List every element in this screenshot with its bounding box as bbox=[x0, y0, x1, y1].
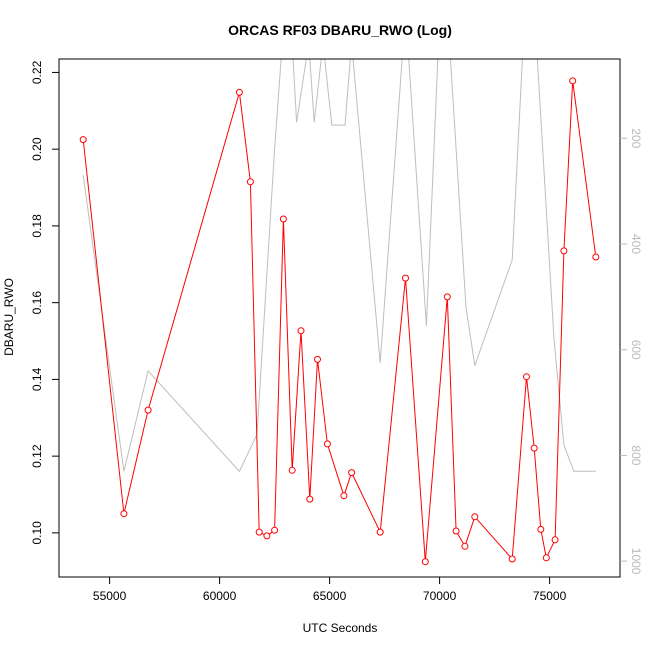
data-point bbox=[530, 444, 538, 452]
data-point bbox=[551, 536, 559, 544]
data-point bbox=[79, 136, 87, 144]
data-point bbox=[452, 527, 460, 535]
data-point bbox=[271, 526, 279, 534]
y-tick-label: 0.22 bbox=[30, 60, 44, 84]
data-point bbox=[314, 355, 321, 363]
plot-frame bbox=[58, 58, 621, 578]
y-tick-label: 0.18 bbox=[30, 214, 44, 238]
primary-series-layer bbox=[79, 77, 600, 566]
x-tick-label: 60000 bbox=[203, 589, 237, 603]
data-point bbox=[508, 555, 516, 563]
data-point bbox=[471, 513, 479, 521]
data-point bbox=[376, 528, 384, 536]
data-point bbox=[323, 440, 331, 448]
y-tick-label: 0.10 bbox=[30, 521, 44, 545]
data-point bbox=[340, 492, 348, 500]
data-point bbox=[246, 178, 254, 186]
x-axis-label: UTC Seconds bbox=[303, 621, 378, 635]
data-point bbox=[288, 466, 296, 474]
data-point bbox=[297, 327, 305, 335]
data-point bbox=[348, 469, 356, 477]
y2-tick-label: 400 bbox=[629, 234, 643, 254]
x-tick-label: 55000 bbox=[93, 589, 127, 603]
data-point bbox=[279, 215, 287, 223]
y-axis-label: DBARU_RWO bbox=[2, 278, 16, 356]
secondary-series-line bbox=[82, 59, 596, 473]
primary-series-line bbox=[82, 80, 597, 562]
x-tick-label: 75000 bbox=[533, 589, 567, 603]
y2-tick-label: 600 bbox=[629, 340, 643, 360]
data-point bbox=[542, 554, 550, 562]
data-point bbox=[523, 373, 530, 381]
data-point bbox=[144, 406, 152, 414]
data-point bbox=[592, 253, 600, 261]
axes-layer: 55000 60000 65000 70000 75000 0.10 0.12 0.14 0.1… bbox=[30, 58, 643, 603]
y-tick-label: 0.20 bbox=[30, 137, 44, 161]
data-point bbox=[443, 293, 451, 301]
secondary-series-layer bbox=[82, 59, 596, 473]
x-tick-label: 70000 bbox=[423, 589, 457, 603]
data-point bbox=[402, 274, 409, 282]
data-point bbox=[306, 495, 314, 503]
x-tick-label: 65000 bbox=[313, 589, 347, 603]
chart-title: ORCAS RF03 DBARU_RWO (Log) bbox=[228, 22, 452, 38]
data-point bbox=[255, 528, 263, 536]
data-point bbox=[461, 542, 469, 550]
y-tick-label: 0.12 bbox=[30, 444, 44, 468]
y2-tick-label: 200 bbox=[629, 128, 643, 148]
data-point bbox=[421, 558, 429, 566]
data-point bbox=[569, 77, 577, 85]
data-point bbox=[235, 88, 243, 96]
data-point bbox=[120, 510, 128, 518]
data-point bbox=[537, 525, 545, 533]
y2-tick-label: 1000 bbox=[629, 548, 643, 575]
data-point bbox=[560, 247, 568, 255]
y-tick-label: 0.16 bbox=[30, 291, 44, 315]
data-point bbox=[263, 532, 271, 540]
y-tick-label: 0.14 bbox=[30, 367, 44, 391]
y2-tick-label: 800 bbox=[629, 445, 643, 465]
